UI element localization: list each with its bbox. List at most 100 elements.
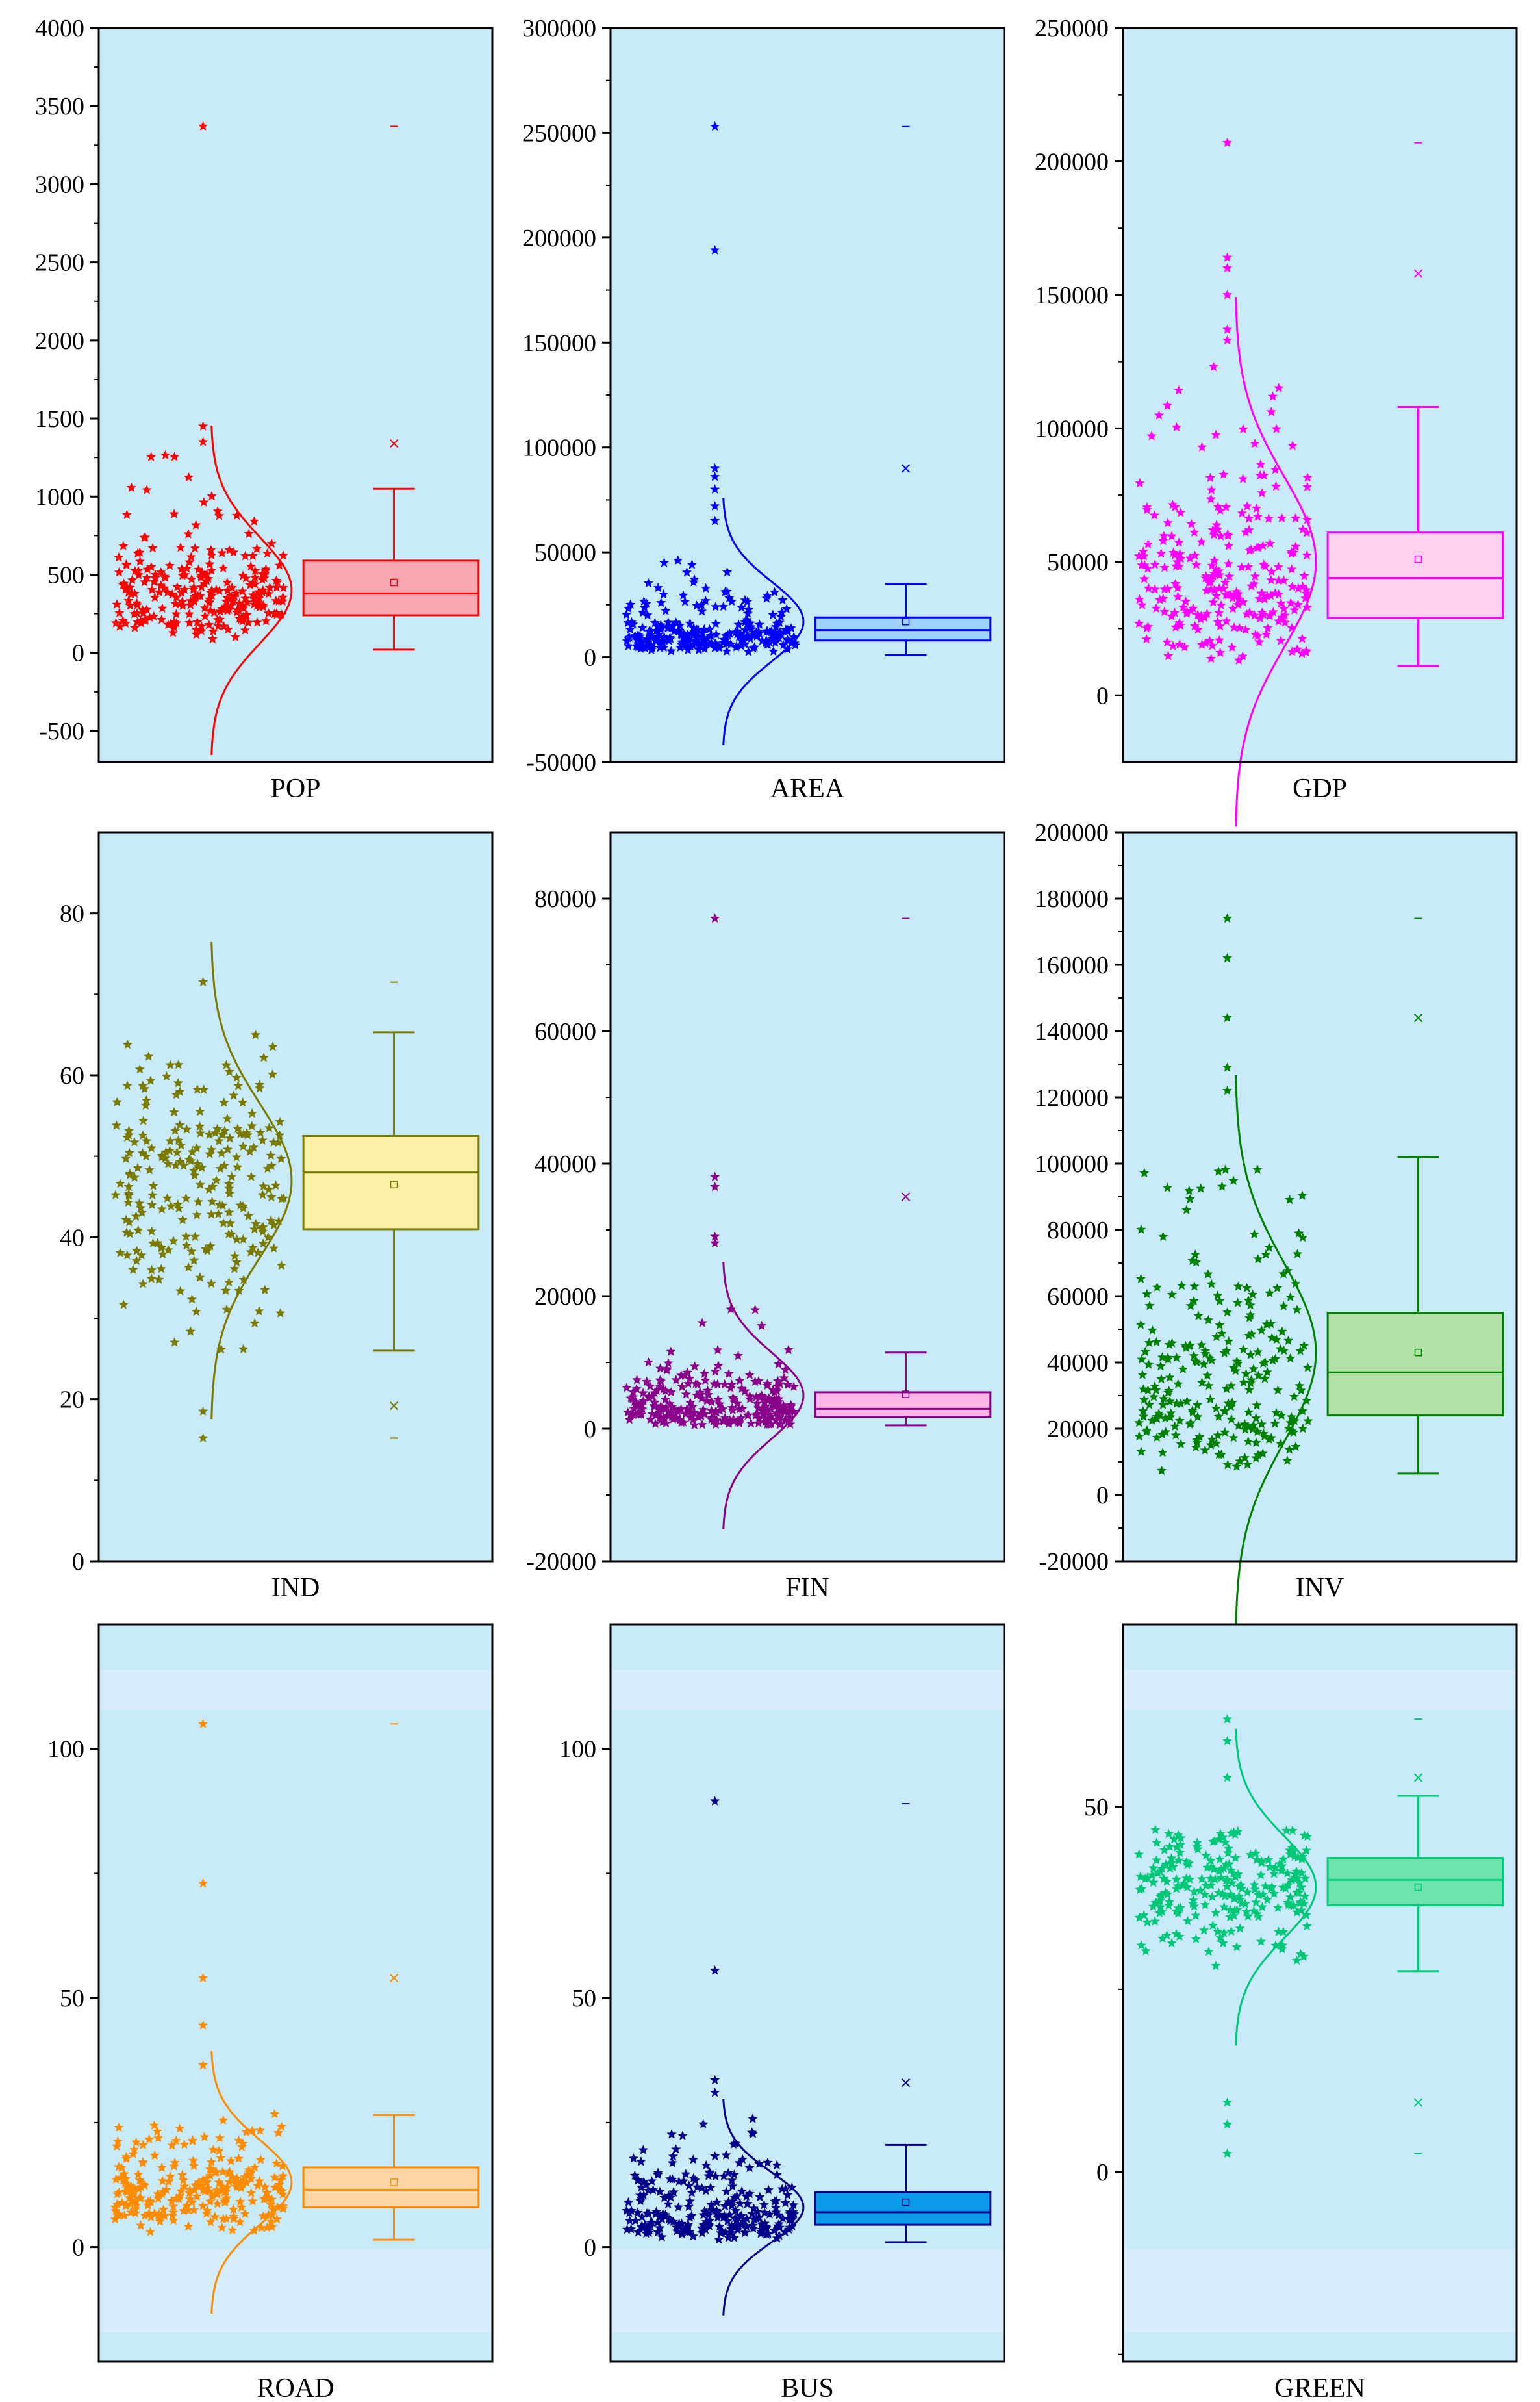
scatter-point xyxy=(183,472,194,482)
scatter-point xyxy=(1248,1364,1259,1373)
scatter-point xyxy=(1166,1408,1176,1418)
scatter-point xyxy=(672,2226,682,2236)
scatter-point xyxy=(1196,614,1206,624)
scatter-point xyxy=(1158,1399,1168,1409)
scatter-point xyxy=(1251,1897,1261,1907)
scatter-point xyxy=(681,2223,692,2232)
scatter-point xyxy=(233,1080,244,1090)
scatter-point xyxy=(742,1410,753,1420)
scatter-point xyxy=(1299,1340,1309,1350)
scatter-point xyxy=(757,1390,767,1401)
scatter-point xyxy=(710,2087,720,2097)
scatter-point xyxy=(665,2174,675,2184)
scatter-point xyxy=(246,1247,256,1257)
scatter-point xyxy=(207,1196,218,1207)
axes-frame xyxy=(97,27,494,763)
scatter-point xyxy=(740,2227,750,2237)
scatter-point xyxy=(175,1086,185,1096)
scatter-point xyxy=(177,596,188,606)
scatter-point xyxy=(121,509,132,519)
scatter-point xyxy=(255,2154,266,2164)
scatter-point xyxy=(266,1150,276,1160)
scatter-point xyxy=(710,121,720,131)
scatter-point xyxy=(780,2197,790,2208)
scatter-point xyxy=(1191,1910,1201,1920)
y-tick-label: 60 xyxy=(60,1062,84,1090)
scatter-point xyxy=(742,2214,752,2223)
scatter-point xyxy=(632,1375,642,1385)
scatter-point xyxy=(270,2108,280,2119)
scatter-point xyxy=(224,544,234,555)
scatter-point xyxy=(249,2162,260,2172)
scatter-point xyxy=(227,1171,237,1181)
scatter-point xyxy=(260,2182,270,2191)
scatter-point xyxy=(728,2139,738,2149)
scatter-point xyxy=(671,2222,681,2232)
scatter-point xyxy=(1298,1951,1309,1961)
scatter-point xyxy=(1240,1898,1250,1908)
scatter-point xyxy=(253,2180,263,2190)
scatter-point xyxy=(146,1273,157,1283)
scatter-point xyxy=(1206,653,1217,663)
scatter-point xyxy=(1285,598,1296,607)
scatter-point xyxy=(1163,1900,1174,1910)
scatter-point xyxy=(118,615,128,625)
scatter-point xyxy=(710,1171,720,1181)
scatter-point xyxy=(710,1238,720,1247)
scatter-point xyxy=(1207,560,1217,570)
scatter-point xyxy=(1261,629,1272,639)
scatter-point xyxy=(1143,583,1154,593)
scatter-point xyxy=(1225,1911,1235,1922)
scatter-point xyxy=(1223,559,1233,569)
scatter-point xyxy=(278,2203,288,2213)
scatter-point xyxy=(1134,1431,1144,1441)
scatter-point xyxy=(1239,1452,1250,1463)
scatter-point xyxy=(156,1264,166,1273)
scatter-point xyxy=(1191,1442,1201,1452)
scatter-point xyxy=(235,2196,246,2206)
scatter-point xyxy=(206,1278,216,1288)
scatter-point xyxy=(650,617,660,628)
scatter-point xyxy=(198,121,208,131)
scatter-point xyxy=(1140,1346,1150,1357)
scatter-point xyxy=(249,1318,260,1328)
scatter-point xyxy=(724,1368,734,1379)
scatter-point xyxy=(240,550,251,561)
scatter-point xyxy=(685,618,695,628)
scatter-point xyxy=(214,585,225,595)
scatter-point xyxy=(1170,578,1181,589)
scatter-point xyxy=(1224,571,1235,581)
scatter-point xyxy=(1263,622,1273,633)
scatter-point xyxy=(656,597,666,607)
scatter-point xyxy=(710,913,720,923)
scatter-point xyxy=(1266,574,1276,585)
y-tick-label: 20000 xyxy=(1047,1416,1109,1443)
scatter-point xyxy=(1250,1884,1260,1894)
scatter-point xyxy=(238,611,249,621)
scatter-point xyxy=(131,2137,142,2147)
scatter-point xyxy=(145,2227,155,2236)
scatter-point xyxy=(789,1406,799,1416)
scatter-point xyxy=(231,1072,242,1082)
scatter-point xyxy=(733,619,744,629)
scatter-point xyxy=(125,2207,136,2217)
scatter-point xyxy=(264,582,275,592)
scatter-point xyxy=(710,1965,720,1975)
y-tick-label: 2500 xyxy=(35,249,84,277)
scatter-point xyxy=(120,2178,131,2188)
scatter-point xyxy=(785,1399,796,1410)
scatter-point xyxy=(1221,616,1231,626)
scatter-point xyxy=(1249,610,1259,620)
scatter-point xyxy=(147,1238,158,1247)
scatter-point xyxy=(1221,1383,1231,1394)
scatter-point xyxy=(772,2233,783,2243)
scatter-point xyxy=(1189,1296,1199,1305)
scatter-point xyxy=(640,2219,650,2230)
axes-frame xyxy=(97,831,494,1563)
scatter-point xyxy=(732,1398,742,1408)
y-tick-label: 20000 xyxy=(535,1283,596,1310)
scatter-point xyxy=(1238,424,1248,434)
scatter-point xyxy=(1136,1940,1146,1950)
scatter-point xyxy=(711,619,721,628)
scatter-point xyxy=(186,1156,196,1166)
